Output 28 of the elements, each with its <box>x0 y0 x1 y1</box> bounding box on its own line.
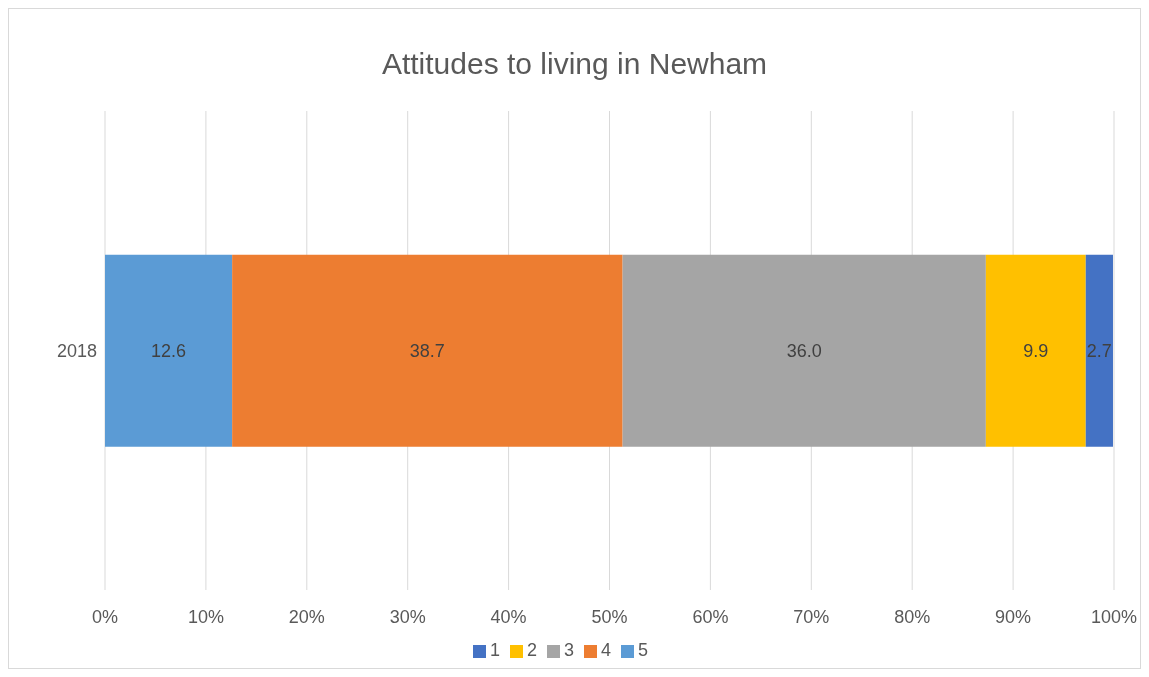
bar <box>622 254 986 447</box>
legend-label: 2 <box>526 640 537 660</box>
x-tick-label: 50% <box>591 606 628 627</box>
x-tick-label: 10% <box>187 606 224 627</box>
y-tick-label: 2018 <box>56 340 97 361</box>
bar <box>985 254 1086 447</box>
legend-label: 4 <box>601 640 612 660</box>
legend-label: 1 <box>489 640 500 660</box>
data-label: 9.9 <box>1023 340 1049 361</box>
x-tick-label: 30% <box>389 606 426 627</box>
legend-label: 3 <box>563 640 574 660</box>
x-tick-label: 100% <box>1090 606 1138 627</box>
bar <box>1085 254 1113 447</box>
x-tick-label: 0% <box>91 606 119 627</box>
bar <box>105 254 233 447</box>
data-label: 12.6 <box>151 340 187 361</box>
x-tick-label: 80% <box>894 606 931 627</box>
x-tick-label: 90% <box>995 606 1032 627</box>
x-tick-label: 60% <box>692 606 729 627</box>
bar <box>232 254 623 447</box>
legend-label: 5 <box>638 640 649 660</box>
x-tick-label: 40% <box>490 606 527 627</box>
chart-title: Attitudes to living in Newham <box>380 47 769 82</box>
data-label: 2.7 <box>1086 340 1112 361</box>
x-tick-label: 70% <box>793 606 830 627</box>
x-tick-label: 20% <box>288 606 325 627</box>
data-label: 36.0 <box>786 340 822 361</box>
data-label: 38.7 <box>409 340 445 361</box>
